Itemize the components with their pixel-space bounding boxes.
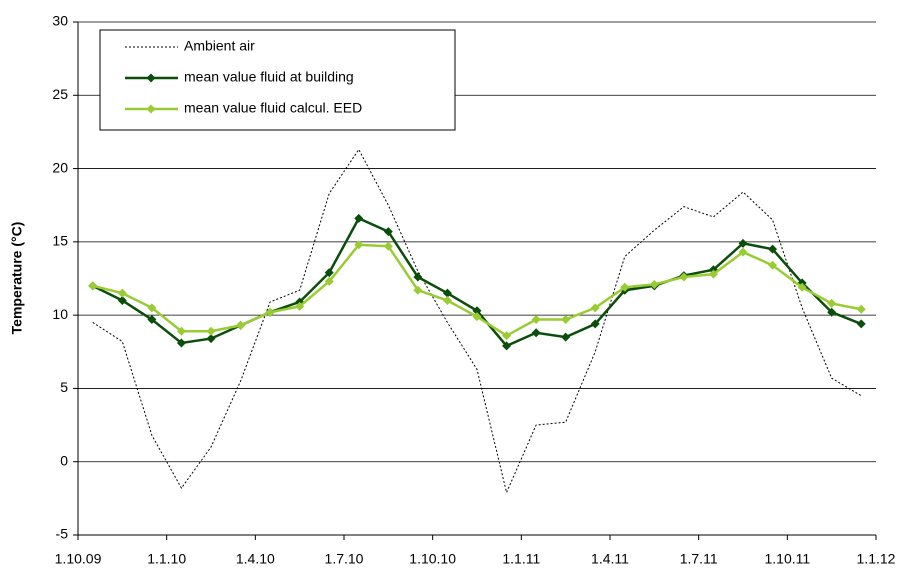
x-tick-label: 1.7.11 <box>680 551 718 567</box>
marker <box>531 315 541 325</box>
legend-marker <box>146 104 156 114</box>
legend-label: mean value fluid calcul. EED <box>184 100 362 116</box>
marker <box>147 303 157 313</box>
legend-label: Ambient air <box>184 38 255 54</box>
y-tick-label: 25 <box>52 86 68 102</box>
y-tick-label: 30 <box>52 13 68 29</box>
x-tick-label: 1.4.10 <box>236 551 275 567</box>
x-tick-label: 1.10.11 <box>764 551 810 567</box>
marker <box>738 238 748 248</box>
marker <box>176 338 186 348</box>
x-tick-label: 1.4.11 <box>591 551 629 567</box>
x-tick-label: 1.10.09 <box>55 551 102 567</box>
marker <box>413 272 423 282</box>
marker <box>561 332 571 342</box>
marker <box>472 312 482 322</box>
y-tick-label: 15 <box>52 233 68 249</box>
y-tick-label: 0 <box>60 452 68 468</box>
marker <box>176 326 186 336</box>
marker <box>117 288 127 298</box>
y-tick-label: 10 <box>52 306 68 322</box>
marker <box>442 288 452 298</box>
marker <box>856 304 866 314</box>
marker <box>768 260 778 270</box>
marker <box>206 334 216 344</box>
marker <box>472 306 482 316</box>
marker <box>768 244 778 254</box>
x-tick-label: 1.1.11 <box>502 551 540 567</box>
x-tick-label: 1.10.10 <box>409 551 456 567</box>
marker <box>738 247 748 257</box>
marker <box>827 307 837 317</box>
marker <box>531 328 541 338</box>
marker <box>354 240 364 250</box>
marker <box>442 295 452 305</box>
y-axis-label: Temperature (°C) <box>9 222 25 335</box>
marker <box>383 227 393 237</box>
y-tick-label: 20 <box>52 159 68 175</box>
marker <box>827 298 837 308</box>
marker <box>620 282 630 292</box>
marker <box>354 213 364 223</box>
legend-label: mean value fluid at building <box>184 69 354 85</box>
marker <box>502 331 512 341</box>
marker <box>679 272 689 282</box>
marker <box>649 279 659 289</box>
marker <box>708 269 718 279</box>
marker <box>117 295 127 305</box>
marker <box>88 281 98 291</box>
marker <box>590 303 600 313</box>
marker <box>236 320 246 330</box>
marker <box>590 319 600 329</box>
marker <box>147 315 157 325</box>
marker <box>413 285 423 295</box>
marker <box>295 301 305 311</box>
marker <box>265 307 275 317</box>
x-tick-label: 1.1.12 <box>857 551 896 567</box>
marker <box>324 268 334 278</box>
series-line <box>92 148 862 495</box>
x-tick-label: 1.1.10 <box>147 551 186 567</box>
marker <box>324 276 334 286</box>
marker <box>797 282 807 292</box>
series-line <box>92 216 862 348</box>
y-tick-label: 5 <box>60 379 68 395</box>
marker <box>206 326 216 336</box>
legend-box <box>99 29 456 131</box>
marker <box>502 341 512 351</box>
y-tick-label: -5 <box>56 526 69 542</box>
marker <box>856 319 866 329</box>
legend-marker <box>146 73 156 83</box>
x-tick-label: 1.7.10 <box>325 551 364 567</box>
marker <box>561 315 571 325</box>
series-line <box>92 243 862 338</box>
marker <box>383 241 393 251</box>
